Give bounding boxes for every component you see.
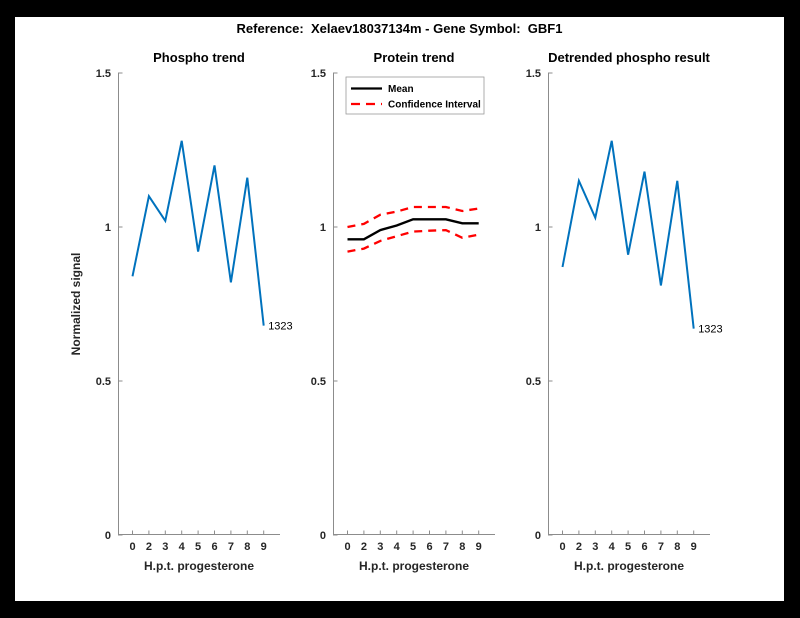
x-tick-label: 5 [410, 541, 416, 553]
legend-item-label: Mean [388, 84, 414, 95]
plot-title: Phospho trend [153, 50, 245, 65]
y-tick-label: 0.5 [526, 376, 541, 388]
series-line-mean [347, 218, 479, 241]
y-tick-label: 0 [105, 530, 111, 542]
x-tick-label: 7 [228, 541, 234, 553]
x-tick-label: 3 [377, 541, 383, 553]
endpoint-label: 1323 [268, 321, 292, 333]
y-axis-label: Normalized signal [69, 253, 83, 356]
x-tick-label: 9 [476, 541, 482, 553]
x-tick-label: 4 [394, 541, 401, 553]
x-tick-label: 2 [146, 541, 152, 553]
x-tick-label: 9 [261, 541, 267, 553]
y-tick-label: 1 [535, 222, 541, 234]
x-tick-label: 7 [443, 541, 449, 553]
x-tick-label: 0 [559, 541, 565, 553]
y-tick-label: 0 [320, 530, 326, 542]
y-tick-label: 0.5 [311, 376, 326, 388]
x-axis-label: H.p.t. progesterone [574, 559, 684, 573]
series-line-ci-lower [347, 228, 479, 253]
plot-title: Protein trend [374, 50, 455, 65]
legend-item-label: Confidence Interval [388, 100, 481, 111]
x-tick-label: 8 [459, 541, 465, 553]
x-tick-label: 7 [658, 541, 664, 553]
x-tick-label: 6 [641, 541, 647, 553]
series-line-phospho-signal [131, 140, 265, 326]
x-axis-label: H.p.t. progesterone [144, 559, 254, 573]
x-tick-label: 0 [344, 541, 350, 553]
y-tick-label: 0.5 [96, 376, 111, 388]
y-tick-label: 0 [535, 530, 541, 542]
x-tick-label: 6 [426, 541, 432, 553]
x-tick-label: 2 [576, 541, 582, 553]
x-tick-label: 5 [195, 541, 201, 553]
series-line-detrended-phospho-signal [561, 140, 695, 329]
legend-box [345, 76, 485, 115]
y-tick-label: 1.5 [96, 68, 111, 80]
legend: Mean Confidence Interval [345, 76, 485, 115]
y-tick-label: 1.5 [526, 68, 541, 80]
x-tick-label: 3 [162, 541, 168, 553]
endpoint-label: 1323 [698, 324, 722, 336]
x-tick-label: 8 [674, 541, 680, 553]
x-tick-label: 6 [211, 541, 217, 553]
x-tick-label: 3 [592, 541, 598, 553]
plot-title: Detrended phospho result [548, 50, 710, 65]
series-line-ci-upper [347, 205, 479, 229]
x-tick-label: 9 [691, 541, 697, 553]
x-tick-label: 4 [179, 541, 186, 553]
x-tick-label: 4 [609, 541, 616, 553]
y-tick-label: 1 [320, 222, 326, 234]
x-tick-label: 8 [244, 541, 250, 553]
y-tick-label: 1 [105, 222, 111, 234]
figure-title: Reference: Xelaev18037134m - Gene Symbol… [236, 21, 563, 36]
x-axis-label: H.p.t. progesterone [359, 559, 469, 573]
x-tick-label: 2 [361, 541, 367, 553]
matlab-figure: Reference: Xelaev18037134m - Gene Symbol… [15, 17, 784, 601]
y-tick-label: 1.5 [311, 68, 326, 80]
x-tick-label: 5 [625, 541, 631, 553]
x-tick-label: 0 [129, 541, 135, 553]
